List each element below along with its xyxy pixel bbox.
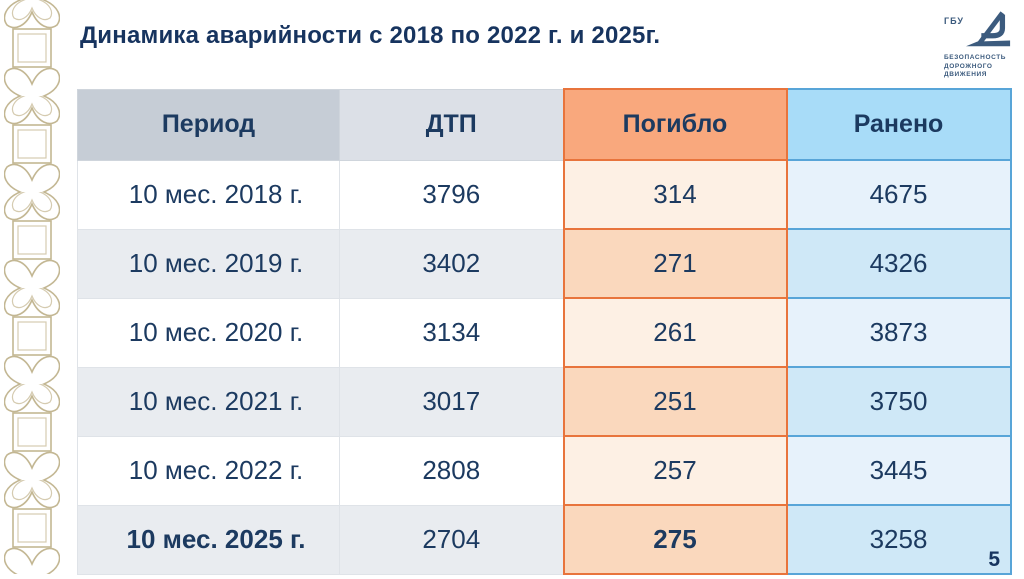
- logo-text-line1: БЕЗОПАСНОСТЬ: [944, 54, 1007, 61]
- page-number: 5: [988, 548, 1000, 571]
- accidents-table: Период ДТП Погибло Ранено 10 мес. 2018 г…: [77, 88, 1012, 575]
- cell-period: 10 мес. 2018 г.: [77, 159, 340, 230]
- table-row: 10 мес. 2021 г. 3017 251 3750: [77, 366, 1012, 437]
- table-header-row: Период ДТП Погибло Ранено: [77, 88, 1012, 161]
- table-row: 10 мес. 2018 г. 3796 314 4675: [77, 159, 1012, 230]
- cell-period: 10 мес. 2020 г.: [77, 297, 340, 368]
- cell-period: 10 мес. 2022 г.: [77, 435, 340, 506]
- cell-died: 251: [562, 366, 788, 437]
- ornament-pattern-icon: [4, 0, 60, 574]
- col-header-period: Период: [77, 88, 340, 161]
- cell-dtp: 3017: [339, 366, 564, 437]
- table-row: 10 мес. 2022 г. 2808 257 3445: [77, 435, 1012, 506]
- col-header-injured: Ранено: [785, 88, 1012, 161]
- logo-org-label: ГБУ: [944, 16, 964, 26]
- cell-period: 10 мес. 2021 г.: [77, 366, 340, 437]
- cell-dtp: 3134: [339, 297, 564, 368]
- logo-text-line2: ДОРОЖНОГО: [944, 62, 993, 70]
- cell-dtp: 2808: [339, 435, 564, 506]
- cell-died: 261: [562, 297, 788, 368]
- cell-injured: 4326: [785, 228, 1012, 299]
- cell-period: 10 мес. 2025 г.: [77, 504, 340, 575]
- cell-injured: 3873: [785, 297, 1012, 368]
- logo-text-line3: ДВИЖЕНИЯ: [944, 71, 988, 78]
- cell-died: 271: [562, 228, 788, 299]
- ornament-border: [4, 0, 60, 574]
- cell-dtp: 3402: [339, 228, 564, 299]
- cell-injured: 4675: [785, 159, 1012, 230]
- cell-injured: 3445: [785, 435, 1012, 506]
- table-row: 10 мес. 2019 г. 3402 271 4326: [77, 228, 1012, 299]
- col-header-died: Погибло: [562, 88, 788, 161]
- cell-died: 257: [562, 435, 788, 506]
- table-row-emphasized: 10 мес. 2025 г. 2704 275 3258: [77, 504, 1012, 575]
- cell-injured: 3258: [785, 504, 1012, 575]
- table-row: 10 мес. 2020 г. 3134 261 3873: [77, 297, 1012, 368]
- org-logo: ГБУ БЕЗОПАСНОСТЬ ДОРОЖНОГО ДВИЖЕНИЯ: [938, 8, 1016, 80]
- col-header-dtp: ДТП: [339, 88, 564, 161]
- cell-injured: 3750: [785, 366, 1012, 437]
- cell-period: 10 мес. 2019 г.: [77, 228, 340, 299]
- cell-died: 275: [562, 504, 788, 575]
- cell-died: 314: [562, 159, 788, 230]
- slide-title: Динамика аварийности с 2018 по 2022 г. и…: [80, 22, 661, 49]
- cell-dtp: 2704: [339, 504, 564, 575]
- cell-dtp: 3796: [339, 159, 564, 230]
- road-overpass-letter-d-icon: [965, 11, 1011, 47]
